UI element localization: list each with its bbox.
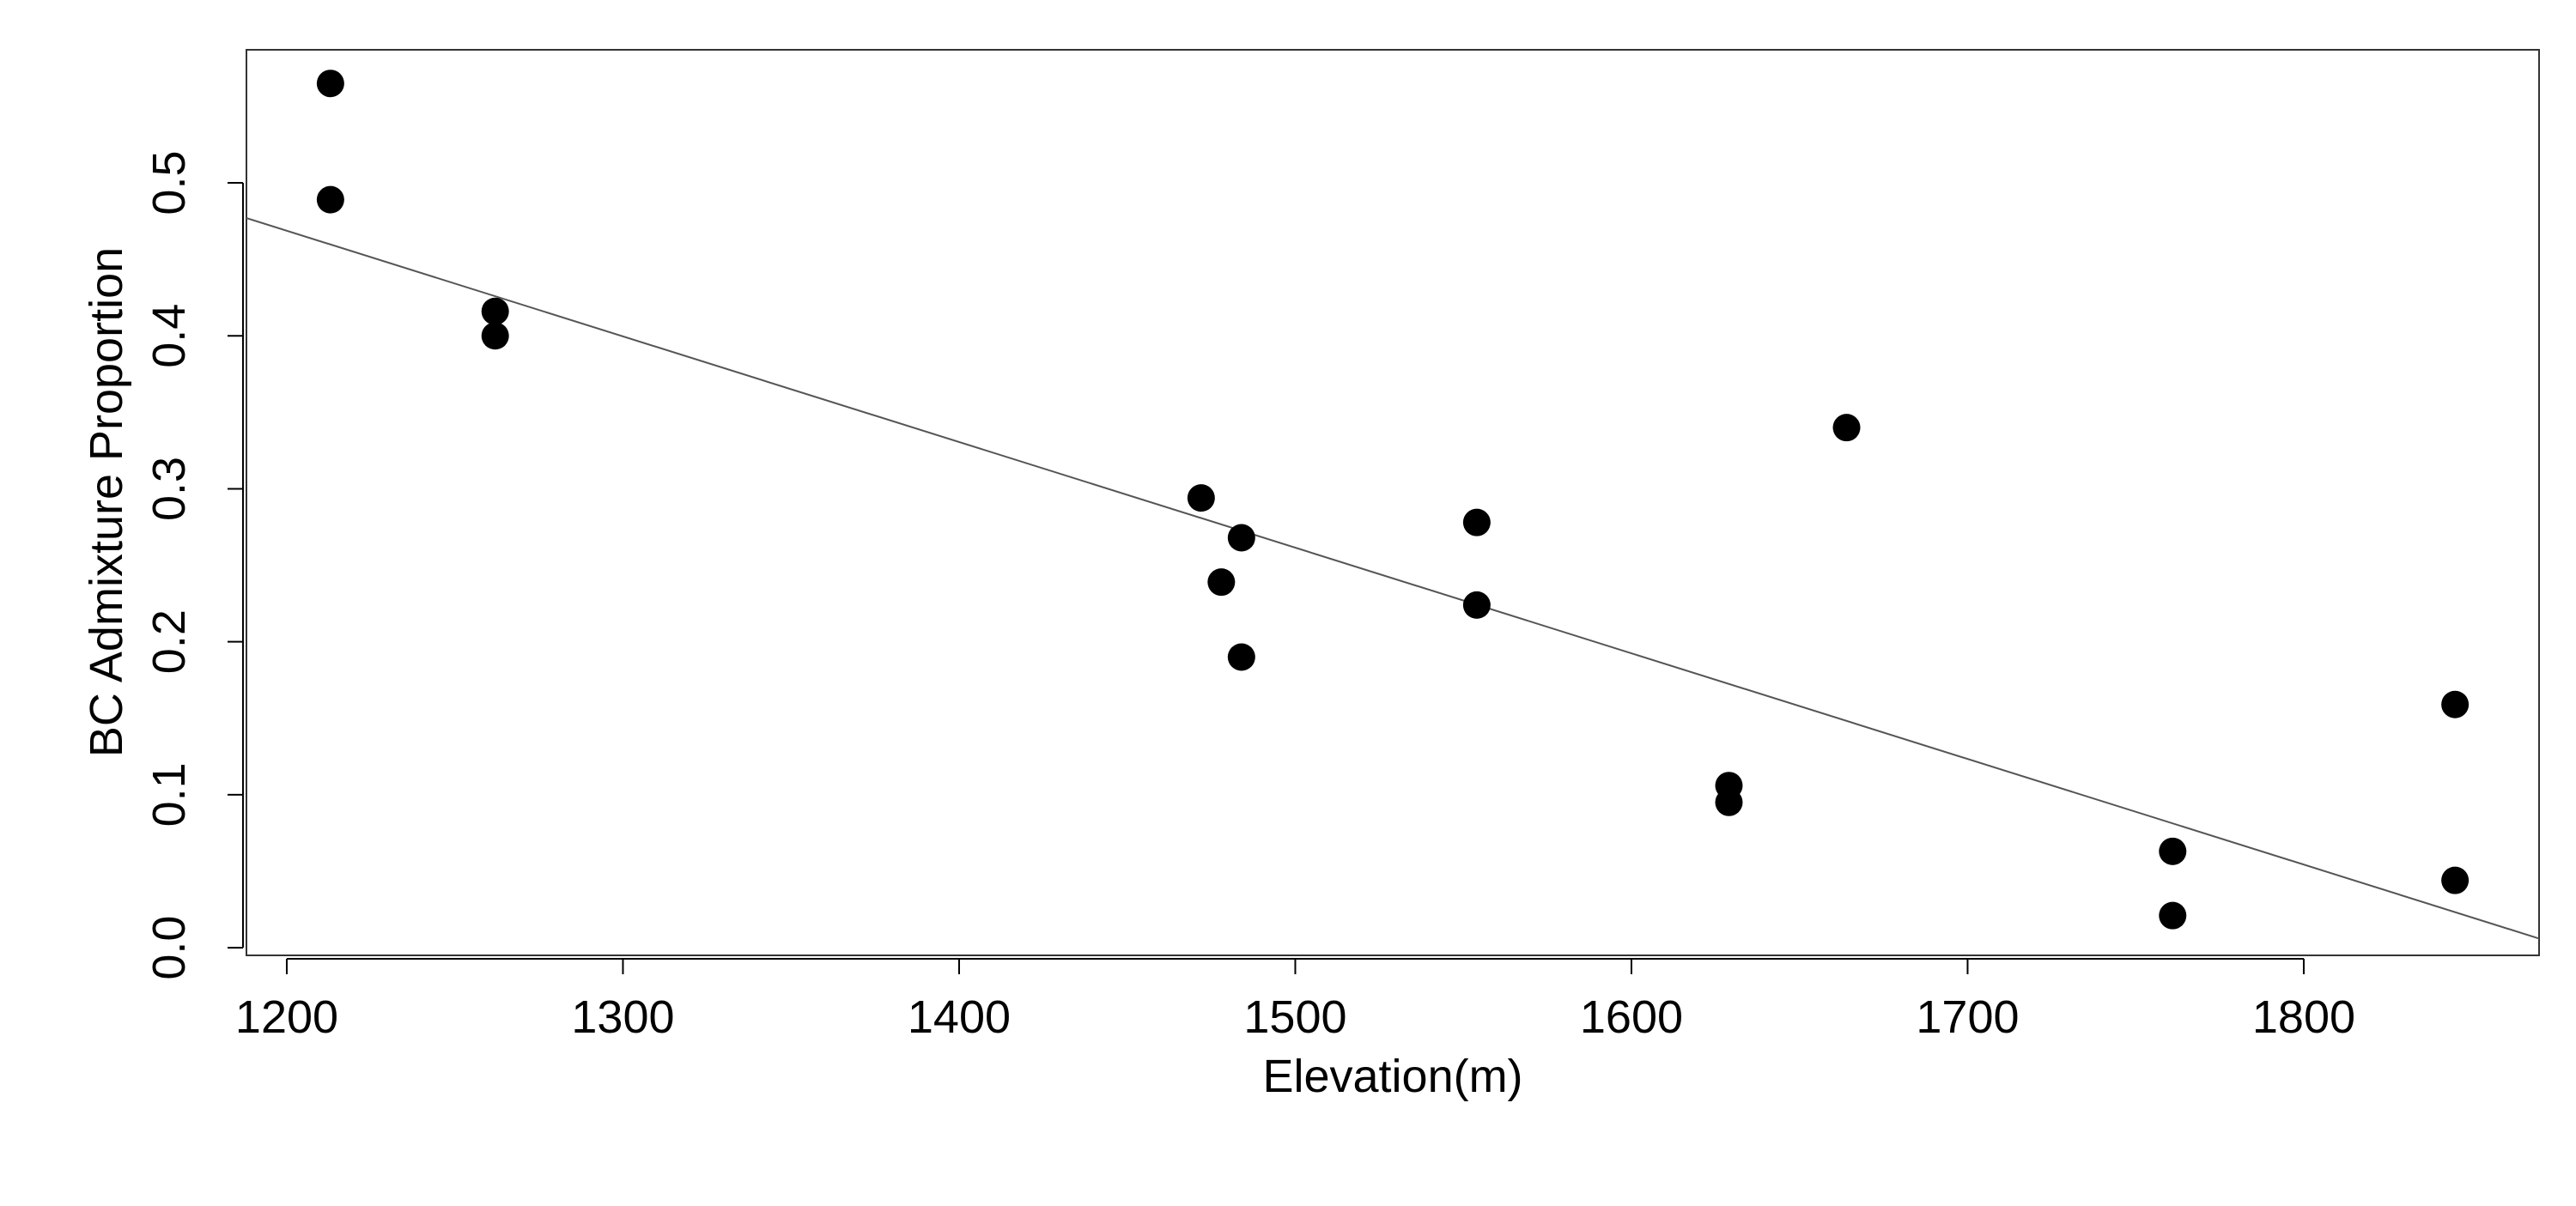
x-tick-label: 1200 [235,991,338,1043]
data-point [481,297,509,325]
data-point [1832,414,1861,442]
data-points [316,70,2470,930]
x-tick-label: 1700 [1916,991,2019,1043]
y-tick-label: 0.2 [143,609,195,674]
x-axis-label: Elevation(m) [1262,1051,1522,1102]
data-point [2159,901,2187,930]
data-point [2441,690,2470,718]
data-point [2159,837,2187,865]
plot-frame [246,49,2540,956]
x-tick-label: 1400 [908,991,1011,1043]
data-point [1187,484,1215,512]
y-tick-label: 0.0 [143,916,195,980]
data-point [1207,568,1236,597]
y-tick-label: 0.5 [143,151,195,215]
x-tick-label: 1600 [1580,991,1683,1043]
data-point [316,70,344,98]
x-tick-label: 1300 [571,991,674,1043]
data-point [1227,524,1255,552]
y-tick-label: 0.3 [143,457,195,521]
x-tick-label: 1500 [1243,991,1346,1043]
data-point [1715,788,1743,816]
data-point [316,185,344,214]
data-point [1462,508,1491,536]
y-tick-label: 0.4 [143,304,195,368]
y-axis-label: BC Admixture Proportion [81,247,132,757]
regression-line [246,217,2540,940]
x-axis: 1200 1300 1400 1500 1600 1700 1800 [235,958,2355,1043]
y-axis: 0.0 0.1 0.2 0.3 0.4 0.5 [143,151,244,980]
data-point [1227,643,1255,671]
x-tick-label: 1800 [2252,991,2355,1043]
y-tick-label: 0.1 [143,762,195,827]
fit-line-layer [246,217,2540,940]
data-point [1462,591,1491,619]
data-point [481,322,509,350]
data-point [2441,866,2470,894]
